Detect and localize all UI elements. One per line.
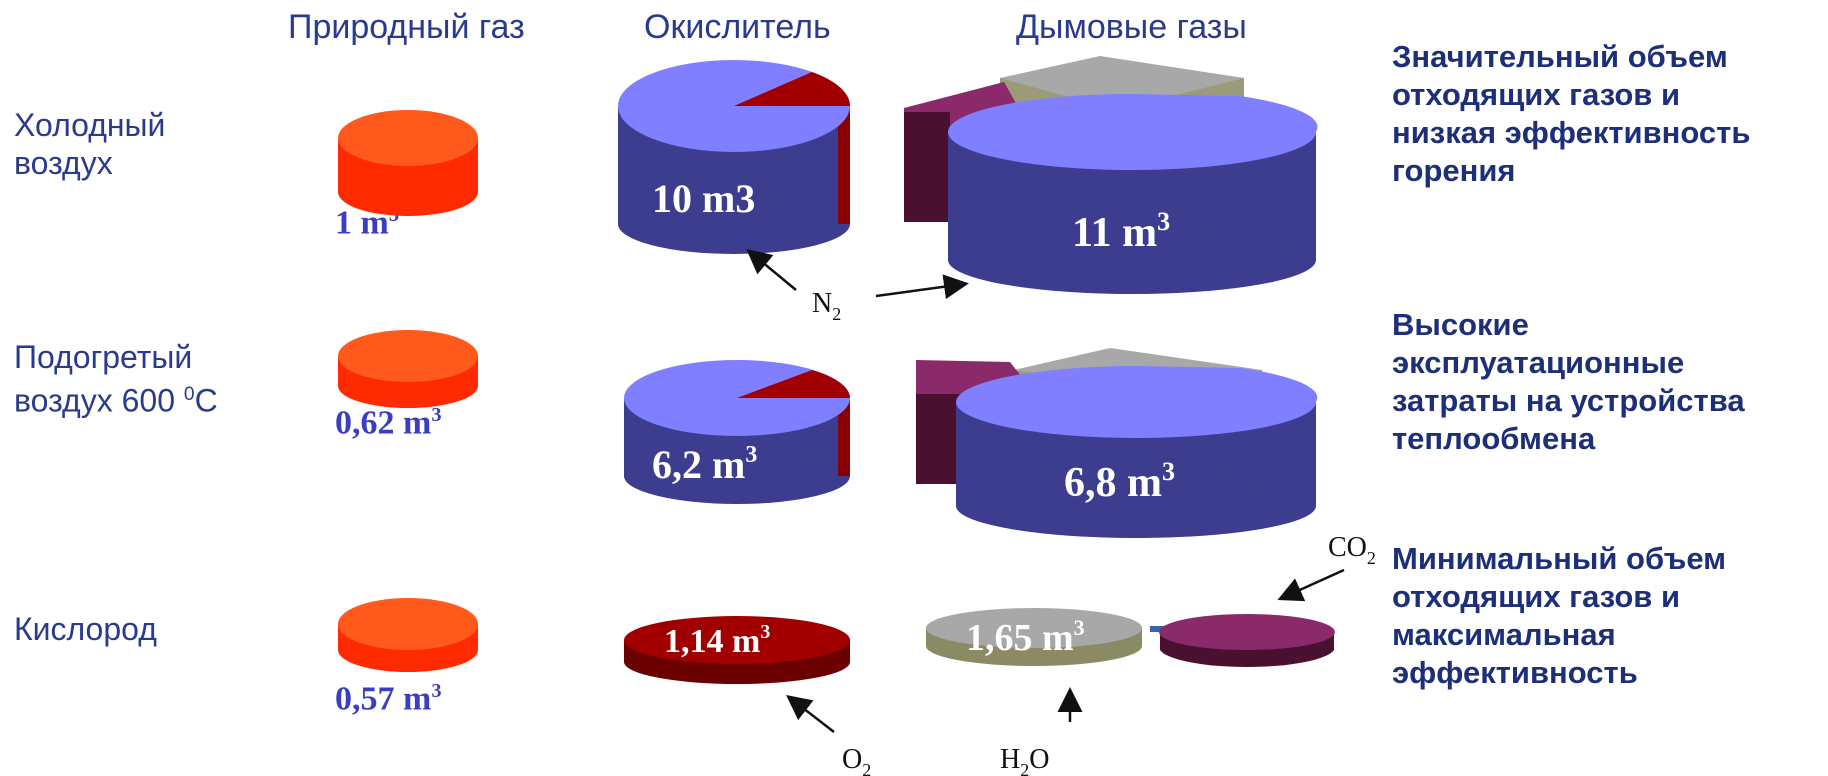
flue-volume-cold: 11 m3: [1072, 207, 1170, 256]
arrow-co2: [1277, 568, 1345, 602]
oxidizer-pie-preheated: 6,2 m3: [624, 360, 850, 504]
row-label-cold-air: Холодный воздух: [14, 107, 166, 181]
flue-disc-oxygen: 1,65 m3: [926, 608, 1335, 667]
co2-label: CO2: [1328, 532, 1376, 568]
arrow-n2-flue: [875, 274, 969, 300]
svg-text:N2: N2: [812, 288, 841, 324]
header-natural-gas: Природный газ: [288, 8, 525, 46]
note-oxygen: Минимальный объем отходящих газов и макс…: [1392, 541, 1727, 690]
gas-disc-oxygen: [338, 598, 478, 672]
svg-text:H2O: H2O: [1000, 744, 1049, 776]
header-oxidizer: Окислитель: [644, 8, 831, 46]
water-label: H2O: [1000, 744, 1049, 776]
gas-volume-preheated: 0,62 m3: [335, 404, 442, 442]
arrow-n2-oxidizer: [746, 248, 797, 291]
gas-disc-preheated: [338, 330, 478, 408]
oxidizer-volume-oxygen: 1,14 m3: [664, 621, 770, 660]
nitrogen-label: N2: [812, 288, 841, 324]
flue-volume-oxygen: 1,65 m3: [966, 615, 1085, 659]
oxidizer-pie-cold: 10 m3: [618, 60, 850, 254]
row-label-oxygen: Кислород: [14, 611, 157, 647]
svg-text:O2: O2: [842, 744, 871, 776]
svg-text:CO2: CO2: [1328, 532, 1376, 568]
gas-disc-cold: [338, 110, 478, 216]
arrow-o2: [786, 694, 835, 733]
flue-pie-preheated: 6,8 m3: [916, 348, 1318, 538]
note-preheated-air: Высокие эксплуатационные затраты на устр…: [1392, 307, 1745, 456]
oxidizer-disc-oxygen: 1,14 m3: [624, 616, 850, 684]
flue-volume-preheated: 6,8 m3: [1064, 457, 1175, 506]
gas-volume-oxygen: 0,57 m3: [335, 680, 442, 718]
oxidizer-volume-preheated: 6,2 m3: [652, 442, 757, 487]
flue-pie-cold: 11 m3: [904, 56, 1318, 294]
oxidizer-volume-cold: 10 m3: [652, 176, 755, 221]
oxygen-label: O2: [842, 744, 871, 776]
note-cold-air: Значительный объем отходящих газов и низ…: [1392, 39, 1751, 188]
row-label-preheated-air: Подогретый воздух 600 0C: [14, 339, 218, 419]
header-flue-gas: Дымовые газы: [1016, 8, 1247, 46]
